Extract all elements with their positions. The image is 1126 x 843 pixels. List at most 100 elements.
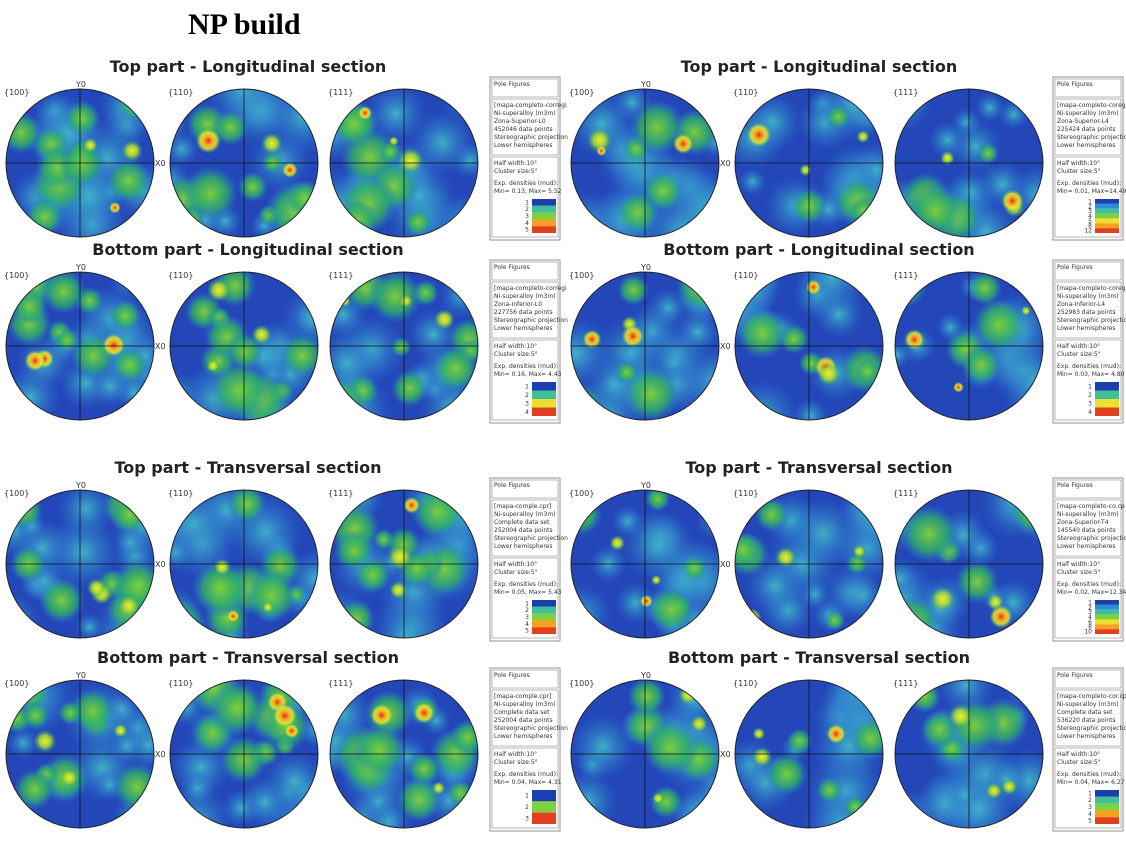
legend-info: Lower hemispheres <box>494 325 552 332</box>
contour-peak <box>940 150 955 166</box>
contour-peak <box>948 703 974 729</box>
legend-density: Min= 0.05, Max= 5.43 <box>494 589 562 596</box>
contour-region <box>286 179 318 217</box>
pole-figure-outline <box>329 489 479 639</box>
contour-peak <box>672 133 694 155</box>
contour-region <box>853 272 883 302</box>
contour-peak <box>117 595 140 617</box>
contour-peak <box>1001 778 1018 795</box>
scale-label: 1 <box>525 199 529 206</box>
figure-label: {111} <box>328 489 353 498</box>
axis-label: Y0 <box>640 80 651 89</box>
contour-region <box>110 496 149 535</box>
figure-label: {100} <box>569 271 594 280</box>
legend-info: [mapa-comple.cpr] <box>494 693 551 700</box>
legend-box <box>1054 499 1122 557</box>
contour-region <box>825 104 851 130</box>
legend-param: Cluster size:5° <box>1057 569 1101 576</box>
legend-density: Exp. densities (mud): <box>494 771 558 778</box>
legend-info: Complete data set <box>1057 709 1113 716</box>
legend-box <box>1054 261 1122 281</box>
contour-region <box>237 171 269 203</box>
figure-label: {111} <box>893 88 918 97</box>
legend-param: Cluster size:5° <box>1057 351 1101 358</box>
scale-label: 8 <box>1088 624 1092 631</box>
pole-figure <box>330 680 478 828</box>
contour-peak <box>929 586 956 612</box>
panel-title: Bottom part - Longitudinal section <box>663 240 974 259</box>
contour-region <box>974 92 1006 123</box>
contour-region <box>1010 490 1043 535</box>
legend-info: Ni-superalloy (m3m) <box>494 293 556 300</box>
scale-band <box>532 219 556 227</box>
legend-box <box>491 479 559 499</box>
contour-peak <box>596 145 607 157</box>
contour-region <box>379 140 402 164</box>
contour-peak <box>985 782 1003 800</box>
scale-label: 1 <box>1088 790 1092 797</box>
contour-peak <box>121 140 143 162</box>
legend-info: Zona-Inferior-L0 <box>494 301 542 308</box>
contour-region <box>972 297 1027 352</box>
legend-header: Pole Figures <box>1057 482 1093 489</box>
pole-figure-outline <box>169 88 319 238</box>
pole-figure-outline <box>734 679 884 829</box>
contour-peak <box>587 127 612 153</box>
contour-peak <box>24 349 46 372</box>
legend-param: Half width:10° <box>494 751 537 758</box>
contour-peak <box>609 535 626 551</box>
pole-figure-outline <box>570 489 720 639</box>
contour-peak <box>431 781 446 795</box>
contour-peak <box>433 308 455 330</box>
scale-band <box>1095 803 1119 811</box>
figure-label: {111} <box>893 271 918 280</box>
contour-region <box>385 616 427 638</box>
contour-region <box>10 287 49 326</box>
pole-figure-outline <box>329 88 479 238</box>
legend-info: Stereographic projection <box>1057 134 1126 141</box>
scale-label: 4 <box>1088 614 1092 621</box>
pole-figure-outline <box>5 271 155 421</box>
scale-band <box>1095 790 1119 797</box>
contour-peak <box>953 382 964 393</box>
figure-label: {100} <box>569 679 594 688</box>
figure-label: {100} <box>4 679 29 688</box>
pole-figure-outline <box>570 679 720 829</box>
scale-band <box>1095 223 1119 229</box>
contour-region <box>191 559 250 618</box>
contour-peak <box>805 279 822 295</box>
scale-label: 4 <box>1088 811 1092 818</box>
scale-band <box>532 613 556 621</box>
contour-peak <box>226 609 240 623</box>
legend-info: 536220 data points <box>1057 717 1116 724</box>
scale-band <box>1095 390 1119 399</box>
contour-region <box>954 559 1000 604</box>
scale-label: 2 <box>525 804 529 811</box>
panel-title: Bottom part - Transversal section <box>668 648 970 667</box>
legend-info: Lower hemispheres <box>1057 543 1115 550</box>
contour-region <box>589 543 629 584</box>
legend-info: Zona-Superior-L4 <box>1057 118 1109 125</box>
contour-region <box>450 719 478 755</box>
contour-region <box>764 752 808 796</box>
scale-label: 3 <box>1088 804 1092 811</box>
legend-box <box>1054 98 1122 156</box>
axis-label: Y0 <box>75 481 86 490</box>
contour-peak <box>86 578 107 598</box>
scale-band <box>1095 604 1119 610</box>
scale-band <box>532 226 556 233</box>
legend-param: Cluster size:5° <box>494 569 538 576</box>
scale-band <box>532 390 556 399</box>
contour-region <box>38 577 85 624</box>
scale-band <box>1095 817 1119 824</box>
scale-band <box>1095 624 1119 630</box>
contour-region <box>792 397 829 420</box>
contour-region <box>647 586 695 633</box>
figure-label: {111} <box>328 679 353 688</box>
legend-info: Zona-Superior-L0 <box>494 118 546 125</box>
contour-region <box>620 508 696 584</box>
contour-region <box>977 142 999 165</box>
legend-info: 252983 data points <box>1057 309 1116 316</box>
axis-label: Y0 <box>640 263 651 272</box>
scale-band <box>1095 218 1119 224</box>
